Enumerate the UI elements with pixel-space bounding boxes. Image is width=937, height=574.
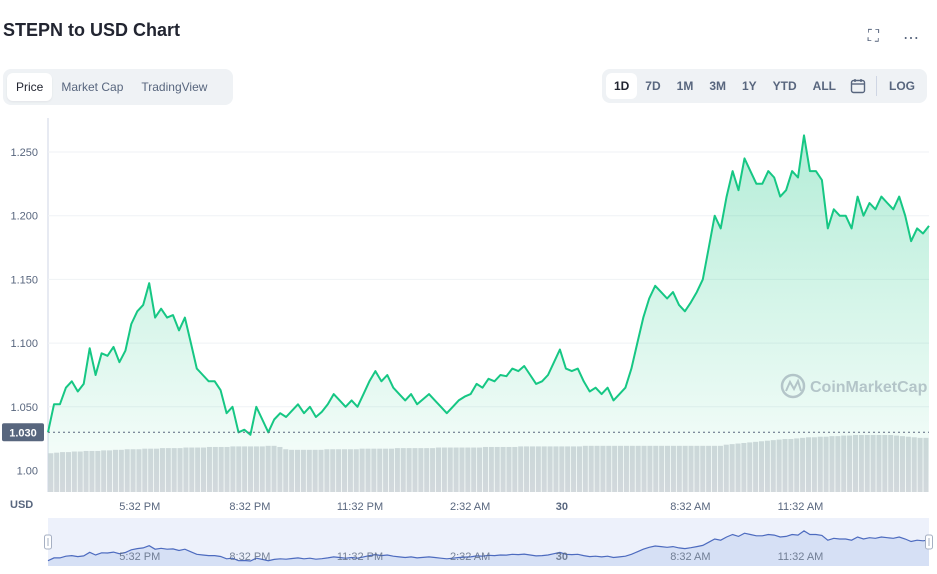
x-tick-label: 8:32 AM xyxy=(670,501,710,513)
range-all[interactable]: ALL xyxy=(812,79,836,93)
navigator-tick-label: 30 xyxy=(556,551,568,563)
price-area xyxy=(48,135,929,492)
coinmarketcap-logo-mark xyxy=(785,378,802,392)
more-icon[interactable]: ⋯ xyxy=(903,30,919,47)
y-tick-label: 1.150 xyxy=(10,274,38,286)
coinmarketcap-logo-icon xyxy=(780,373,806,399)
range-ytd[interactable]: YTD xyxy=(772,79,797,93)
range-1m[interactable]: 1M xyxy=(676,79,694,93)
range-divider xyxy=(876,76,877,96)
reference-label-bg xyxy=(2,423,44,442)
x-tick-label: 2:32 AM xyxy=(450,501,490,513)
y-tick-label: 1.100 xyxy=(10,338,38,350)
log-toggle[interactable]: LOG xyxy=(889,79,915,93)
x-tick-label: 30 xyxy=(556,501,568,513)
currency-label: USD xyxy=(10,499,33,511)
chart-tabs: Price Market Cap TradingView xyxy=(3,69,233,105)
y-tick-label: 1.200 xyxy=(10,211,38,223)
navigator-tick-label: 5:32 PM xyxy=(119,551,160,563)
chart-title: STEPN to USD Chart xyxy=(3,20,181,40)
tab-tradingview[interactable]: TradingView xyxy=(141,80,208,94)
x-tick-label: 11:32 PM xyxy=(337,501,383,513)
reference-label: 1.030 xyxy=(9,427,37,439)
range-1y[interactable]: 1Y xyxy=(741,79,757,93)
x-tick-label: 8:32 PM xyxy=(229,501,270,513)
top-icons: ⛶ ⋯ xyxy=(868,28,919,48)
y-tick-label: 1.00 xyxy=(17,466,38,478)
navigator-tick-label: 11:32 AM xyxy=(778,551,824,563)
watermark: CoinMarketCap xyxy=(780,373,928,399)
y-tick-label: 1.050 xyxy=(10,402,38,414)
price-line xyxy=(47,134,930,436)
range-1d[interactable]: 1D xyxy=(605,73,638,99)
range-7d[interactable]: 7D xyxy=(645,79,661,93)
calendar-icon[interactable] xyxy=(850,78,866,94)
tab-market-cap[interactable]: Market Cap xyxy=(61,80,124,94)
navigator-area xyxy=(48,530,929,566)
tab-price[interactable]: Price xyxy=(7,73,53,101)
navigator-line xyxy=(47,530,930,562)
fullscreen-icon[interactable]: ⛶ xyxy=(867,28,879,45)
x-tick-label: 11:32 AM xyxy=(778,501,824,513)
range-3m[interactable]: 3M xyxy=(709,79,726,93)
navigator-tick-label: 8:32 PM xyxy=(229,551,270,563)
navigator-tick-label: 8:32 AM xyxy=(670,551,710,563)
y-tick-label: 1.250 xyxy=(10,147,38,159)
navigator-tick-label: 2:32 AM xyxy=(450,551,490,563)
watermark-text: CoinMarketCap xyxy=(810,379,928,396)
x-tick-label: 5:32 PM xyxy=(119,501,160,513)
navigator-tick-label: 11:32 PM xyxy=(337,551,383,563)
time-range-selector: 1D 7D 1M 3M 1Y YTD ALL LOG xyxy=(601,69,927,103)
